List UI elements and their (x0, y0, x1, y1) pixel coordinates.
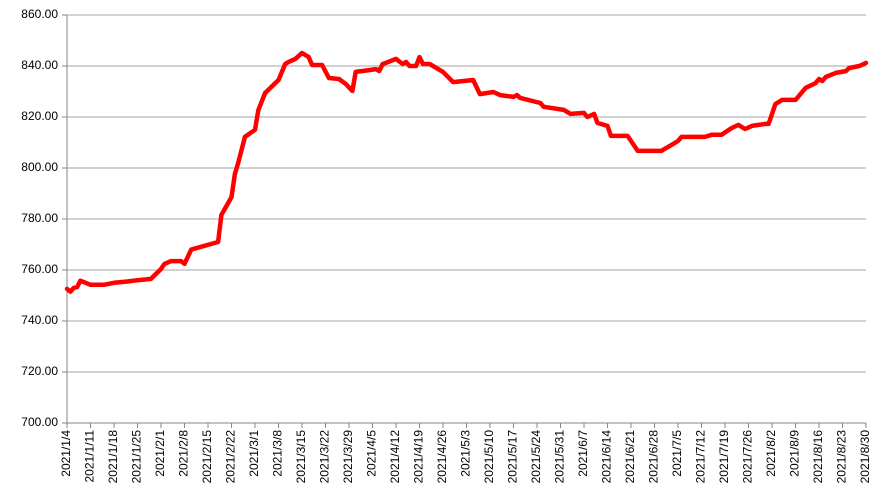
x-tick-label: 2021/4/12 (388, 430, 402, 484)
x-tick-label: 2021/2/1 (153, 430, 167, 477)
x-tick-label: 2021/3/22 (318, 430, 332, 484)
x-tick-label: 2021/3/1 (247, 430, 261, 477)
x-tick-label: 2021/3/29 (341, 430, 355, 484)
x-tick-label: 2021/6/14 (600, 430, 614, 484)
y-tick-label: 740.00 (21, 313, 58, 327)
y-tick-label: 800.00 (21, 160, 58, 174)
x-tick-label: 2021/7/12 (694, 430, 708, 484)
y-tick-label: 720.00 (21, 364, 58, 378)
x-tick-label: 2021/1/18 (106, 430, 120, 484)
x-tick-label: 2021/4/19 (412, 430, 426, 484)
x-tick-label: 2021/4/5 (365, 430, 379, 477)
x-tick-label: 2021/5/17 (506, 430, 520, 484)
y-tick-label: 820.00 (21, 109, 58, 123)
x-tick-label: 2021/3/15 (294, 430, 308, 484)
x-tick-label: 2021/2/8 (177, 430, 191, 477)
x-tick-label: 2021/1/4 (59, 430, 73, 477)
y-tick-label: 840.00 (21, 58, 58, 72)
y-tick-label: 760.00 (21, 262, 58, 276)
x-tick-label: 2021/7/19 (717, 430, 731, 484)
x-tick-label: 2021/6/21 (623, 430, 637, 484)
y-tick-label: 860.00 (21, 7, 58, 21)
x-tick-label: 2021/8/2 (764, 430, 778, 477)
x-tick-label: 2021/7/5 (670, 430, 684, 477)
x-tick-label: 2021/3/8 (271, 430, 285, 477)
x-tick-label: 2021/8/16 (811, 430, 825, 484)
x-tick-label: 2021/8/9 (788, 430, 802, 477)
x-tick-label: 2021/5/3 (459, 430, 473, 477)
x-tick-label: 2021/7/26 (741, 430, 755, 484)
y-tick-label: 700.00 (21, 415, 58, 429)
x-tick-label: 2021/1/11 (83, 430, 97, 483)
x-tick-label: 2021/5/10 (482, 430, 496, 484)
x-tick-label: 2021/8/30 (858, 430, 872, 484)
x-tick-label: 2021/5/31 (553, 430, 567, 484)
x-tick-label: 2021/2/15 (200, 430, 214, 484)
data-line (64, 50, 869, 294)
x-tick-label: 2021/2/22 (224, 430, 238, 484)
x-tick-label: 2021/5/24 (529, 430, 543, 484)
x-tick-label: 2021/4/26 (435, 430, 449, 484)
x-tick-label: 2021/1/25 (130, 430, 144, 484)
y-tick-label: 780.00 (21, 211, 58, 225)
x-tick-label: 2021/6/28 (647, 430, 661, 484)
x-tick-label: 2021/6/7 (576, 430, 590, 477)
x-tick-label: 2021/8/23 (835, 430, 849, 484)
